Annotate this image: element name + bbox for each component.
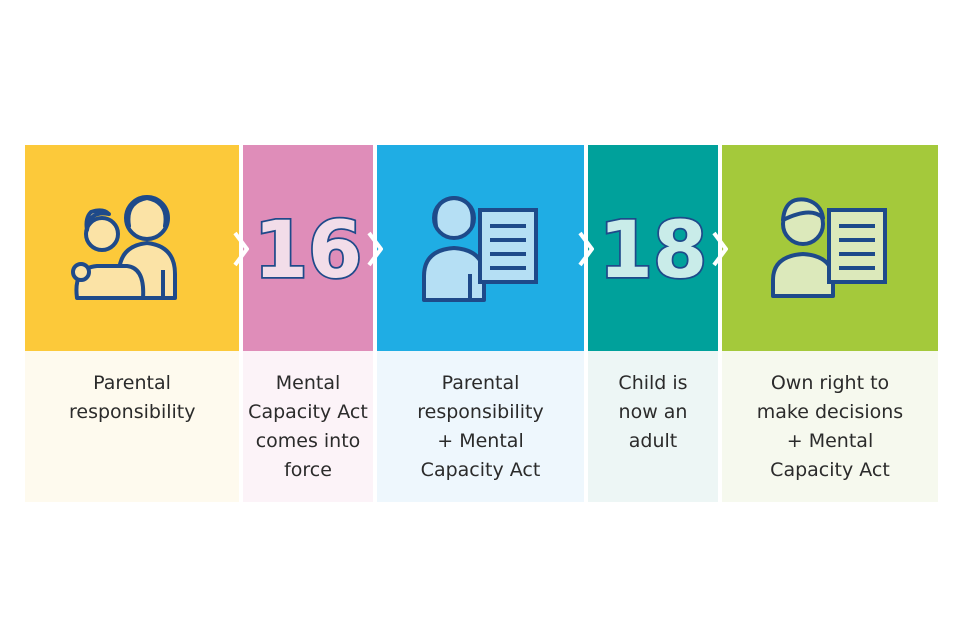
age-number: 16 [252,204,364,298]
person-with-document-icon [421,195,538,302]
step-parental-responsibility: Parental responsibility [25,145,239,502]
step-body: Parental responsibility [25,351,239,502]
chevron-right-icon [233,231,249,267]
parent-and-child-icon [71,195,177,300]
step-header: 18 [588,145,718,351]
age-number: 18 [597,204,709,298]
young-person-with-document-icon [771,197,887,298]
step-header [25,145,239,351]
step-header [722,145,938,351]
step-body: Child is now an adult [588,351,718,502]
step-age-16: 16 Mental Capacity Act comes into force [243,145,373,502]
step-parental-and-mca: Parental responsibility + Mental Capacit… [377,145,584,502]
step-body: Mental Capacity Act comes into force [243,351,373,502]
step-own-right: Own right to make decisions + Mental Cap… [722,145,938,502]
chevron-right-icon [367,231,383,267]
step-label: Parental responsibility + Mental Capacit… [417,372,544,481]
step-body: Parental responsibility + Mental Capacit… [377,351,584,502]
step-label: Child is now an adult [618,372,688,452]
chevron-right-icon [578,231,594,267]
step-label: Parental responsibility [69,372,196,423]
step-body: Own right to make decisions + Mental Cap… [722,351,938,502]
step-age-18: 18 Child is now an adult [588,145,718,502]
step-label: Mental Capacity Act comes into force [248,372,368,481]
chevron-right-icon [712,231,728,267]
step-header: 16 [243,145,373,351]
age-16-text: 16 [254,206,363,296]
age-18-text: 18 [599,206,708,296]
step-header [377,145,584,351]
step-label: Own right to make decisions + Mental Cap… [756,372,904,481]
